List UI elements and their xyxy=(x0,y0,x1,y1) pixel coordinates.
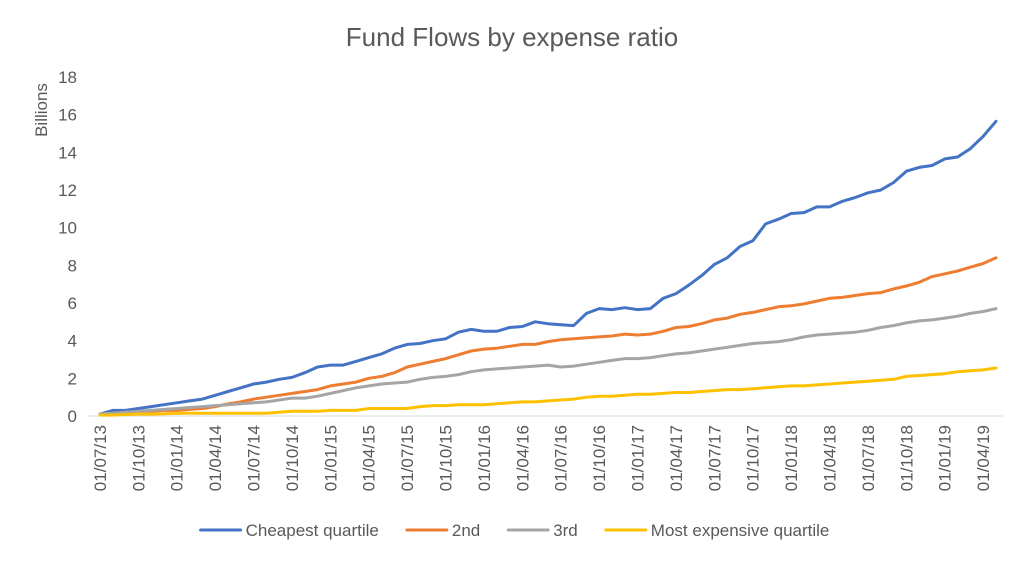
x-tick-label: 01/10/15 xyxy=(437,425,456,491)
x-tick-label: 01/10/14 xyxy=(283,425,302,491)
series-lines xyxy=(98,119,998,417)
x-tick-label: 01/01/18 xyxy=(782,425,801,491)
x-axis-ticks: 01/07/13 01/10/13 01/01/14 01/04/14 01/07/14… xyxy=(91,425,993,491)
x-tick-label: 01/04/18 xyxy=(821,425,840,491)
y-tick-label: 14 xyxy=(58,143,77,162)
x-tick-label: 01/10/18 xyxy=(897,425,916,491)
y-axis-label: Billions xyxy=(32,83,51,137)
x-tick-label: 01/07/16 xyxy=(552,425,571,491)
x-tick-label: 01/07/15 xyxy=(398,425,417,491)
y-tick-label: 8 xyxy=(68,256,77,275)
series-line-3rd xyxy=(98,307,998,416)
x-tick-label: 01/04/16 xyxy=(513,425,532,491)
legend-label: 3rd xyxy=(553,521,578,540)
y-tick-label: 18 xyxy=(58,68,77,87)
legend-label: Most expensive quartile xyxy=(651,521,830,540)
legend: Cheapest quartile 2nd 3rd Most expensive qu… xyxy=(199,521,830,540)
y-tick-label: 2 xyxy=(68,369,77,388)
series-line-most-expensive-quartile xyxy=(98,366,998,417)
y-tick-label: 0 xyxy=(68,407,77,426)
x-tick-label: 01/10/13 xyxy=(129,425,148,491)
series-line-2nd xyxy=(98,256,998,416)
y-tick-label: 12 xyxy=(58,181,77,200)
x-tick-label: 01/04/14 xyxy=(206,425,225,491)
legend-item-cheapest-quartile: Cheapest quartile xyxy=(199,521,379,540)
y-tick-label: 16 xyxy=(58,106,77,125)
x-tick-label: 01/07/14 xyxy=(245,425,264,491)
legend-item-2nd: 2nd xyxy=(405,521,480,540)
x-tick-label: 01/10/16 xyxy=(590,425,609,491)
x-tick-label: 01/04/17 xyxy=(667,425,686,491)
x-tick-label: 01/01/19 xyxy=(936,425,955,491)
y-tick-label: 6 xyxy=(68,294,77,313)
x-tick-label: 01/10/17 xyxy=(744,425,763,491)
y-tick-label: 10 xyxy=(58,219,77,238)
legend-label: 2nd xyxy=(452,521,480,540)
y-axis-ticks: 0 2 4 6 8 10 12 14 16 18 xyxy=(58,68,77,426)
x-tick-label: 01/07/18 xyxy=(859,425,878,491)
x-tick-label: 01/04/19 xyxy=(974,425,993,491)
legend-label: Cheapest quartile xyxy=(246,521,379,540)
x-tick-label: 01/01/14 xyxy=(168,425,187,491)
legend-item-most-expensive-quartile: Most expensive quartile xyxy=(604,521,830,540)
x-tick-label: 01/07/13 xyxy=(91,425,110,491)
x-tick-label: 01/01/16 xyxy=(475,425,494,491)
x-tick-label: 01/04/15 xyxy=(360,425,379,491)
series-line-cheapest-quartile xyxy=(98,119,998,416)
x-tick-label: 01/07/17 xyxy=(705,425,724,491)
x-tick-label: 01/01/17 xyxy=(629,425,648,491)
chart-title: Fund Flows by expense ratio xyxy=(346,22,678,52)
y-tick-label: 4 xyxy=(68,332,77,351)
x-tick-label: 01/01/15 xyxy=(321,425,340,491)
legend-item-3rd: 3rd xyxy=(506,521,578,540)
